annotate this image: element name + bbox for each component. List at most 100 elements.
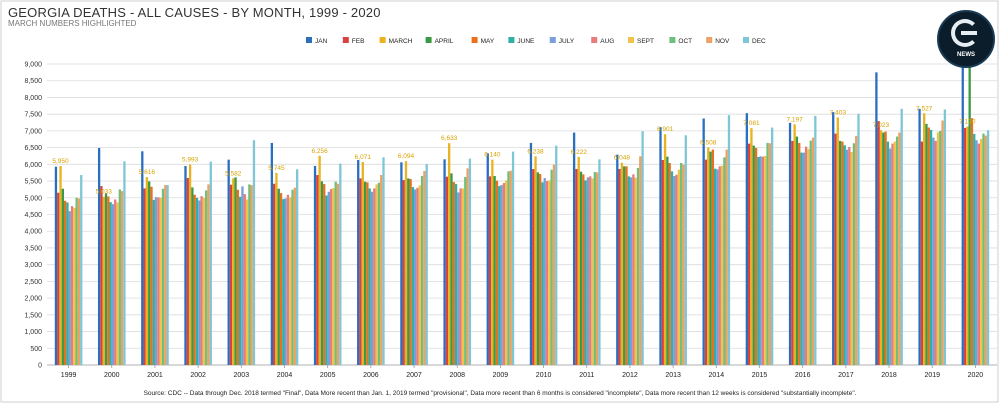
bar-june-2010 — [541, 182, 544, 365]
bar-jan-2003 — [227, 159, 230, 365]
bar-nov-2003 — [250, 185, 253, 365]
bar-aug-2019 — [934, 140, 937, 365]
bar-march-2001 — [145, 177, 149, 365]
bar-jan-2002 — [184, 166, 187, 365]
bar-march-2019 — [923, 113, 926, 365]
bar-oct-1999 — [75, 197, 78, 365]
bar-jan-2001 — [141, 151, 144, 365]
bar-dec-2011 — [598, 159, 601, 365]
legend-swatch-feb — [342, 37, 349, 43]
bar-feb-2009 — [488, 176, 492, 365]
bar-dec-2006 — [382, 157, 385, 365]
bar-sept-2017 — [850, 151, 853, 365]
bar-april-2003 — [234, 177, 237, 365]
x-tick-label: 2004 — [277, 372, 293, 379]
legend-label-sept: SEPT — [637, 38, 654, 45]
bar-sept-2013 — [677, 169, 681, 365]
bar-july-2016 — [802, 152, 805, 365]
x-tick-label: 2006 — [363, 372, 379, 379]
bar-aug-2002 — [200, 196, 203, 365]
bar-sept-2018 — [893, 141, 896, 365]
bar-june-2019 — [929, 129, 933, 365]
bar-jan-2006 — [357, 159, 360, 365]
bar-dec-2001 — [166, 185, 169, 365]
bar-may-2019 — [927, 127, 930, 365]
bar-june-2002 — [195, 197, 199, 365]
bar-oct-2001 — [161, 188, 165, 365]
bar-oct-2012 — [636, 168, 640, 365]
chart-title: GEORGIA DEATHS - ALL CAUSES - BY MONTH, … — [8, 5, 381, 20]
x-tick-label: 2003 — [234, 372, 250, 379]
bar-march-2018 — [879, 130, 883, 365]
bar-jan-2009 — [486, 153, 489, 365]
bar-aug-2007 — [416, 187, 419, 365]
logo-bar-icon — [961, 31, 977, 35]
bar-june-2004 — [282, 199, 285, 365]
legend-swatch-april — [425, 37, 432, 43]
bar-feb-2002 — [186, 178, 189, 365]
bar-sept-2015 — [764, 155, 767, 365]
bar-june-2006 — [368, 188, 371, 365]
march-data-label: 6,901 — [657, 126, 674, 133]
y-tick-label: 5,500 — [24, 179, 42, 186]
bar-march-2006 — [361, 161, 364, 365]
bar-nov-2006 — [380, 175, 383, 365]
bar-aug-2000 — [114, 199, 117, 365]
bar-aug-2016 — [804, 146, 808, 365]
bar-sept-2016 — [807, 148, 810, 365]
bar-feb-2004 — [273, 183, 276, 365]
bar-july-2011 — [586, 177, 590, 365]
bar-dec-2017 — [857, 113, 860, 365]
bar-sept-2014 — [720, 165, 724, 365]
bar-oct-2009 — [507, 171, 510, 365]
bar-nov-2016 — [811, 137, 815, 365]
bar-march-2017 — [836, 117, 839, 365]
bar-feb-2014 — [704, 159, 708, 365]
bar-may-2003 — [236, 189, 240, 365]
bar-nov-2020 — [984, 135, 987, 365]
y-tick-label: 1,500 — [24, 312, 42, 319]
bar-oct-2003 — [248, 184, 251, 365]
bar-may-2012 — [625, 166, 628, 365]
bar-jan-2020 — [961, 66, 964, 366]
bar-aug-2006 — [373, 188, 376, 365]
bar-june-2014 — [714, 168, 717, 365]
bar-oct-2010 — [550, 169, 553, 365]
march-data-label: 5,616 — [139, 169, 156, 176]
bar-jan-2013 — [659, 127, 662, 366]
bar-may-2005 — [323, 184, 326, 365]
x-tick-label: 2016 — [795, 372, 811, 379]
march-data-label: 7,403 — [830, 109, 847, 116]
bar-march-1999 — [59, 166, 62, 365]
bar-july-2012 — [629, 177, 633, 365]
y-tick-label: 8,500 — [24, 78, 42, 85]
bar-feb-2016 — [791, 140, 794, 365]
x-tick-label: 2012 — [622, 372, 638, 379]
bar-june-2003 — [239, 196, 242, 365]
bar-oct-2013 — [680, 163, 683, 365]
y-tick-label: 2,500 — [24, 279, 42, 286]
march-data-label: 5,950 — [52, 158, 69, 165]
logo-text: NEWS — [957, 52, 975, 58]
bar-july-2005 — [327, 191, 330, 365]
legend-swatch-dec — [743, 37, 749, 43]
legend-swatch-aug — [591, 37, 598, 43]
x-tick-label: 2001 — [147, 372, 163, 379]
bar-aug-2005 — [329, 189, 333, 365]
bar-april-2017 — [838, 140, 842, 365]
bar-june-2018 — [886, 141, 890, 365]
bar-jan-2010 — [529, 142, 533, 365]
bar-july-2002 — [198, 200, 201, 365]
bar-feb-2017 — [834, 133, 837, 365]
legend-label-may: MAY — [481, 38, 495, 45]
bar-may-2020 — [970, 118, 974, 366]
bar-june-2005 — [325, 195, 328, 365]
bar-jan-2000 — [97, 147, 101, 365]
bar-june-2020 — [973, 133, 976, 365]
bar-sept-2003 — [245, 199, 249, 365]
bar-dec-2018 — [900, 108, 903, 365]
bar-sept-2012 — [634, 177, 637, 365]
bar-june-2017 — [843, 145, 846, 365]
